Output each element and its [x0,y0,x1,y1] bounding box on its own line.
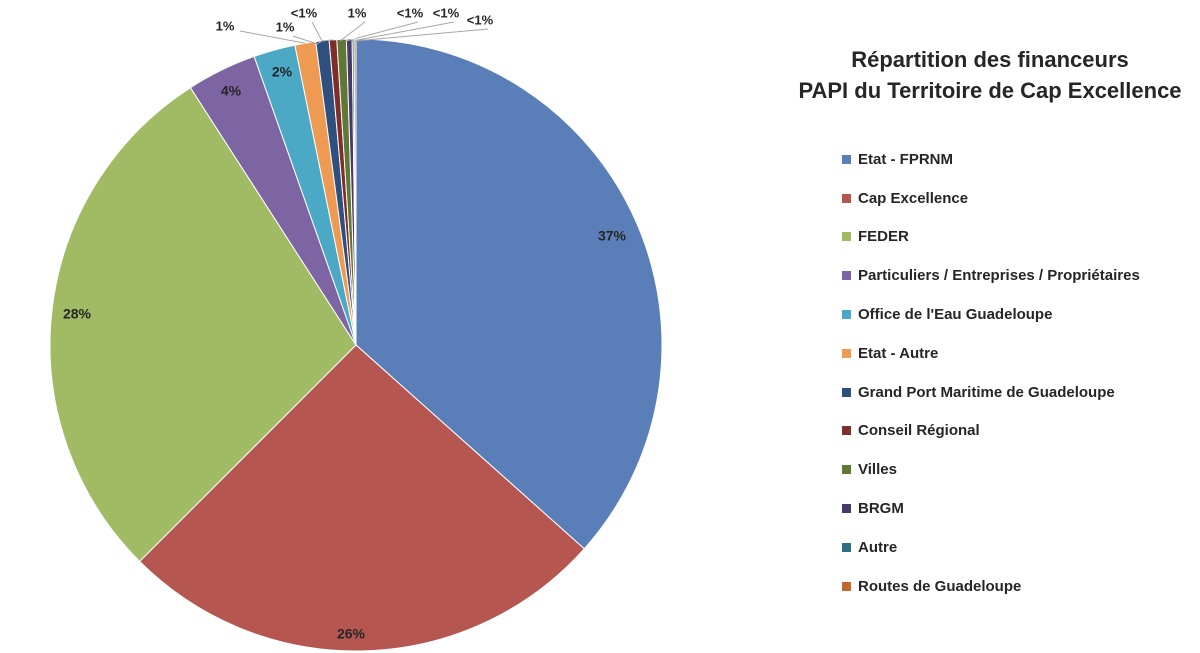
legend-label: FEDER [858,228,909,246]
legend-label: Office de l'Eau Guadeloupe [858,306,1053,324]
legend-label: Conseil Régional [858,422,980,440]
legend-swatch [842,154,851,164]
leader-line [311,21,334,42]
legend-swatch [842,271,851,281]
slice-data-label: <1% [397,5,424,20]
leader-line [354,28,489,42]
legend-swatch [842,581,851,591]
legend-label: Villes [858,461,897,479]
legend-item: Etat - FPRNM [842,140,1140,179]
slice-data-label: 1% [276,19,295,34]
legend-item: Routes de Guadeloupe [842,567,1140,606]
legend-swatch [842,232,851,242]
pie-slice [355,38,663,550]
legend-swatch [842,426,851,436]
legend-swatch [842,542,851,552]
leader-line [339,21,366,42]
legend-item: Grand Port Maritime de Guadeloupe [842,373,1140,412]
pie-slice [49,86,357,563]
slice-data-label: 37% [598,228,627,244]
slice-data-label: 1% [216,18,235,33]
legend-label: BRGM [858,500,904,518]
legend-label: Grand Port Maritime de Guadeloupe [858,383,1115,401]
legend-item: FEDER [842,218,1140,257]
legend-label: Etat - Autre [858,344,939,362]
legend-swatch [842,348,851,358]
slice-data-label: 4% [221,83,242,99]
pie-slice [138,344,585,652]
legend-swatch [842,310,851,320]
legend-label: Etat - FPRNM [858,150,953,168]
legend-item: BRGM [842,489,1140,528]
legend-item: Office de l'Eau Guadeloupe [842,295,1140,334]
legend-swatch [842,387,851,397]
legend-swatch [842,504,851,514]
legend-label: Routes de Guadeloupe [858,577,1022,595]
legend-swatch [842,193,851,203]
legend-item: Cap Excellence [842,179,1140,218]
slice-data-label: 28% [63,306,92,322]
slice-data-label: <1% [433,5,460,20]
legend-label: Particuliers / Entreprises / Propriétair… [858,267,1140,285]
chart-title-line-1: Répartition des financeurs [851,47,1129,72]
legend-item: Villes [842,450,1140,489]
legend-item: Autre [842,528,1140,567]
chart-title-line-2: PAPI du Territoire de Cap Excellence [798,78,1182,103]
chart-title: Répartition des financeurs PAPI du Terri… [790,44,1190,106]
legend-item: Particuliers / Entreprises / Propriétair… [842,256,1140,295]
leader-line [292,35,323,45]
pie-slice [353,38,357,346]
chart-legend: Etat - FPRNM Cap Excellence FEDER Particuli… [842,140,1140,606]
slice-data-label: 26% [337,626,366,642]
slice-data-label: 1% [348,5,367,20]
legend-swatch [842,465,851,475]
leader-line [239,30,306,44]
leader-line [351,21,455,42]
legend-item: Conseil Régional [842,412,1140,451]
slice-data-label: 2% [272,64,293,80]
legend-item: Etat - Autre [842,334,1140,373]
slice-data-label: <1% [291,5,318,20]
slice-data-label: <1% [467,12,494,27]
legend-label: Cap Excellence [858,189,969,207]
leader-line [345,21,419,42]
legend-label: Autre [858,538,898,556]
